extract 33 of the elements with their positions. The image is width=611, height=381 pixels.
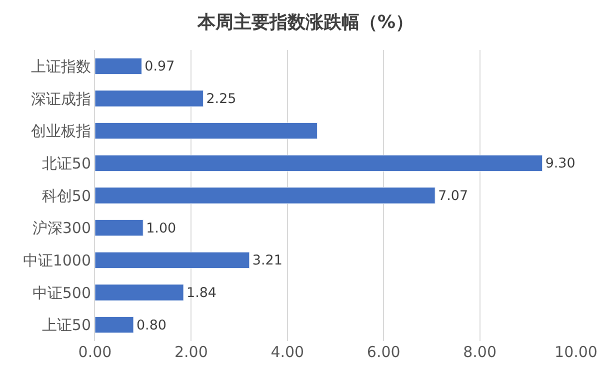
data-label: 1.00 [146, 220, 176, 236]
y-tick-label: 创业板指 [31, 122, 91, 140]
chart-title: 本周主要指数涨跌幅（%） [196, 12, 414, 33]
x-tick-label: 8.00 [463, 343, 497, 361]
bar [95, 316, 134, 334]
data-label: 0.97 [144, 58, 175, 75]
y-tick-label: 中证500 [32, 284, 91, 302]
bar [95, 220, 144, 236]
bar [95, 252, 250, 268]
bar [95, 122, 318, 140]
bar [95, 187, 436, 204]
bar [95, 284, 184, 301]
bar [95, 154, 543, 172]
data-label: 1.84 [186, 286, 216, 301]
data-label: 7.07 [438, 188, 468, 204]
y-tick-label: 深证成指 [31, 90, 91, 108]
x-tick-label: 2.00 [174, 343, 208, 361]
y-tick-label: 北证50 [42, 154, 91, 172]
y-tick-label: 沪深300 [32, 219, 91, 238]
y-tick-label: 中证1000 [22, 251, 91, 270]
x-tick-label: 10.00 [554, 343, 598, 361]
data-label: 3.21 [252, 252, 282, 269]
y-tick-label: 上证50 [42, 316, 91, 334]
y-tick-label: 科创50 [42, 186, 91, 205]
x-tick-label: 0.00 [78, 343, 112, 361]
y-tick-label: 上证指数 [31, 57, 91, 76]
data-label: 9.30 [545, 156, 576, 172]
data-label: 2.25 [206, 92, 236, 107]
x-tick-label: 6.00 [366, 343, 400, 361]
data-label: 0.80 [136, 317, 166, 334]
bar [95, 90, 204, 107]
bar [95, 58, 142, 74]
x-tick-label: 4.00 [270, 343, 304, 361]
